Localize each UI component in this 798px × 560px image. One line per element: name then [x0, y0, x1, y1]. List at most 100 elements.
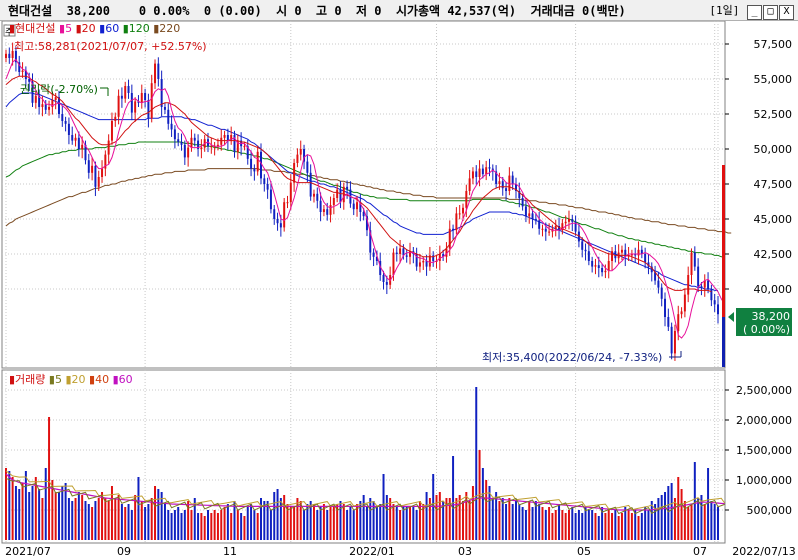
- volume-bar: [230, 513, 233, 540]
- price-moving-averages: [5, 92, 732, 291]
- price-tick-label: 45,000: [754, 213, 793, 226]
- volume-bar: [452, 456, 455, 540]
- volume-bar: [577, 510, 580, 540]
- volume-bar: [107, 501, 110, 540]
- volume-bar: [544, 510, 547, 540]
- stock-chart[interactable]: 57,500 55,000 52,500 50,000 47,500 45,000 42,5…: [0, 21, 798, 560]
- volume-bar: [339, 501, 342, 540]
- candle-body: [163, 107, 166, 110]
- candle-body: [104, 154, 107, 169]
- volume-bar: [614, 510, 617, 540]
- candle-body: [329, 205, 332, 215]
- svg-text:주: 주: [5, 27, 13, 38]
- candle-body: [680, 311, 683, 315]
- candle-body: [703, 280, 706, 288]
- candle-body: [713, 300, 716, 305]
- volume-bar: [44, 468, 47, 540]
- candle-body: [399, 248, 402, 254]
- candle-body: [379, 261, 382, 275]
- candle-body: [289, 182, 292, 203]
- candle-body: [664, 298, 667, 317]
- volume-bar: [617, 516, 620, 540]
- volume-bar: [627, 510, 630, 540]
- candle-body: [61, 114, 64, 121]
- volume-bar: [518, 504, 521, 540]
- candle-body: [167, 109, 170, 124]
- volume-bar: [349, 507, 352, 540]
- close-icon[interactable]: X: [779, 5, 794, 20]
- volume-bar: [670, 483, 673, 540]
- candle-body: [359, 202, 362, 212]
- candle-body: [369, 230, 372, 253]
- volume-bar: [293, 507, 296, 540]
- candle-body: [707, 280, 710, 289]
- candle-body: [670, 326, 673, 354]
- volume-bar: [336, 504, 339, 540]
- candle-body: [57, 97, 60, 114]
- volume-bar: [18, 489, 21, 540]
- volume-bar: [601, 507, 604, 540]
- candle-body: [91, 165, 94, 173]
- legend-item: ▮거래량: [9, 373, 45, 386]
- volume-bar: [51, 480, 54, 540]
- volume-bar: [395, 507, 398, 540]
- volume-bar: [21, 483, 24, 540]
- volume-bar: [319, 507, 322, 540]
- candle-body: [11, 51, 14, 58]
- candle-body: [478, 168, 481, 177]
- volume-bar: [528, 501, 531, 540]
- volume-bar: [147, 504, 150, 540]
- volume-bar: [233, 501, 236, 540]
- candle-body: [693, 252, 696, 267]
- candle-body: [21, 70, 24, 72]
- period-menu[interactable]: [1일]: [709, 4, 740, 17]
- volume-bar: [594, 513, 597, 540]
- candle-body: [117, 95, 120, 117]
- volume-bar: [435, 495, 438, 540]
- volume-bar: [200, 513, 203, 540]
- volume-bar: [660, 495, 663, 540]
- candle-body: [316, 193, 319, 201]
- volume-bar: [61, 486, 64, 540]
- volume-bar: [236, 510, 239, 540]
- volume-bar: [289, 507, 292, 540]
- volume-bar: [312, 504, 315, 540]
- candle-body: [250, 158, 253, 169]
- volume-bar: [38, 489, 41, 540]
- volume-bar: [448, 498, 451, 540]
- candle-body: [8, 53, 11, 58]
- price-tick-label: 40,000: [754, 283, 793, 296]
- volume-bar: [163, 504, 166, 540]
- candle-body: [200, 147, 203, 149]
- volume-bars: [5, 387, 719, 540]
- candle-body: [673, 331, 676, 354]
- maximize-icon[interactable]: □: [763, 5, 778, 20]
- volume-bar: [604, 513, 607, 540]
- volume-bar: [564, 513, 567, 540]
- candle-body: [127, 86, 130, 93]
- volume-bar: [263, 501, 266, 540]
- candle-body: [170, 123, 173, 130]
- candle-body: [160, 79, 163, 107]
- candle-body: [97, 177, 100, 187]
- price-panel[interactable]: [1, 21, 726, 369]
- candle-body: [187, 147, 190, 158]
- current-price-marker: [728, 312, 734, 322]
- volume-bar: [362, 495, 365, 540]
- minimize-icon[interactable]: _: [747, 5, 762, 20]
- candle-body: [647, 262, 650, 267]
- date-tick-label: 09: [117, 545, 131, 558]
- volume-tick-label: 1,000,000: [736, 474, 792, 487]
- volume-bar: [505, 504, 508, 540]
- volume-bar: [28, 492, 31, 540]
- volume-bar: [299, 501, 302, 540]
- volume-bar: [584, 507, 587, 540]
- volume-bar: [190, 510, 193, 540]
- candle-body: [74, 137, 77, 141]
- candle-body: [548, 231, 551, 233]
- volume-tick-label: 2,500,000: [736, 384, 792, 397]
- candle-body: [498, 181, 501, 184]
- candle-body: [336, 189, 339, 198]
- candle-body: [637, 249, 640, 256]
- volume-bar: [521, 507, 524, 540]
